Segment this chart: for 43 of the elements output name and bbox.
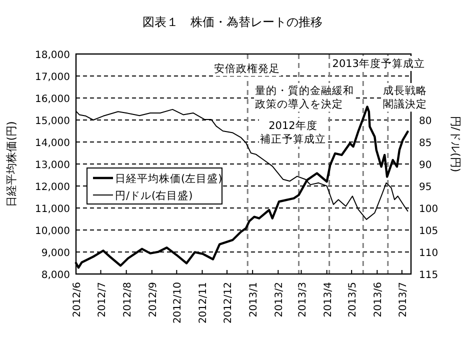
x-tick-label: 2012/9 <box>148 282 159 318</box>
x-tick-label: 2013/4 <box>322 282 334 318</box>
y-tick-label: 14,000 <box>35 138 70 149</box>
y2-tick-label: 110 <box>419 248 438 259</box>
legend-label: 日経平均株価(左目盛) <box>115 172 222 185</box>
x-tick-label: 2013/1 <box>248 282 260 318</box>
x-tick-label: 2013/3 <box>297 282 308 318</box>
ref-line-label: 安倍政権発足 <box>213 61 281 76</box>
y-tick-label: 9,000 <box>41 248 70 259</box>
x-tick-label: 2013/5 <box>348 282 359 318</box>
y2-tick-label: 90 <box>419 160 432 171</box>
y2-axis-title: 円/ドル(円) <box>449 116 462 172</box>
y-tick-label: 11,000 <box>35 204 70 215</box>
y-tick-label: 10,000 <box>35 226 70 237</box>
y-axis-title: 日経平均株価(円) <box>5 121 18 207</box>
y2-tick-label: 95 <box>419 182 432 193</box>
x-tick-label: 2013/7 <box>398 282 409 318</box>
y-tick-label: 16,000 <box>35 94 70 105</box>
legend-label: 円/ドル(右目盛) <box>115 189 193 202</box>
y2-tick-label: 80 <box>419 116 432 127</box>
y2-tick-label: 115 <box>419 270 438 281</box>
x-tick-label: 2012/7 <box>96 282 108 318</box>
x-tick-label: 2013/2 <box>274 282 286 318</box>
y2-tick-label: 85 <box>419 138 432 149</box>
y-tick-label: 8,000 <box>41 270 70 281</box>
x-tick-label: 2012/6 <box>72 282 83 318</box>
y-tick-label: 17,000 <box>35 72 70 83</box>
chart-title: 図表１ 株価・為替レートの推移 <box>142 15 322 29</box>
x-tick-label: 2012/11 <box>198 282 210 324</box>
x-tick-label: 2012/12 <box>223 282 234 324</box>
y2-tick-label: 100 <box>419 204 438 215</box>
ref-line-label: 2012年度補正予算成立 <box>259 118 327 147</box>
x-tick-label: 2013/6 <box>373 282 384 318</box>
y-tick-label: 18,000 <box>35 50 70 61</box>
y2-tick-label: 105 <box>419 226 438 237</box>
y-tick-label: 12,000 <box>35 182 70 193</box>
y-tick-label: 15,000 <box>35 116 70 127</box>
x-tick-label: 2012/8 <box>122 282 134 318</box>
x-tick-label: 2012/10 <box>172 282 184 324</box>
ref-line-label: 量的・質的金融緩和政策の導入を決定 <box>254 83 355 112</box>
ref-line-label: 成長戦略閣議決定 <box>382 83 428 112</box>
y-tick-label: 13,000 <box>35 160 70 171</box>
ref-line-label: 2013年度予算成立 <box>331 56 426 71</box>
